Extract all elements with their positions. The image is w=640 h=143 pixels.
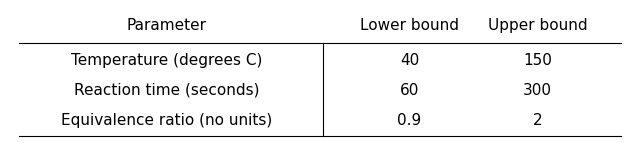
Text: Reaction time (seconds): Reaction time (seconds) (74, 83, 259, 98)
Text: Upper bound: Upper bound (488, 18, 588, 33)
Text: 2: 2 (532, 113, 543, 128)
Text: 150: 150 (523, 53, 552, 67)
Text: 300: 300 (523, 83, 552, 98)
Text: 40: 40 (400, 53, 419, 67)
Text: Parameter: Parameter (127, 18, 206, 33)
Text: 0.9: 0.9 (397, 113, 422, 128)
Text: Temperature (degrees C): Temperature (degrees C) (70, 53, 262, 67)
Text: Equivalence ratio (no units): Equivalence ratio (no units) (61, 113, 272, 128)
Text: 60: 60 (400, 83, 419, 98)
Text: Lower bound: Lower bound (360, 18, 459, 33)
